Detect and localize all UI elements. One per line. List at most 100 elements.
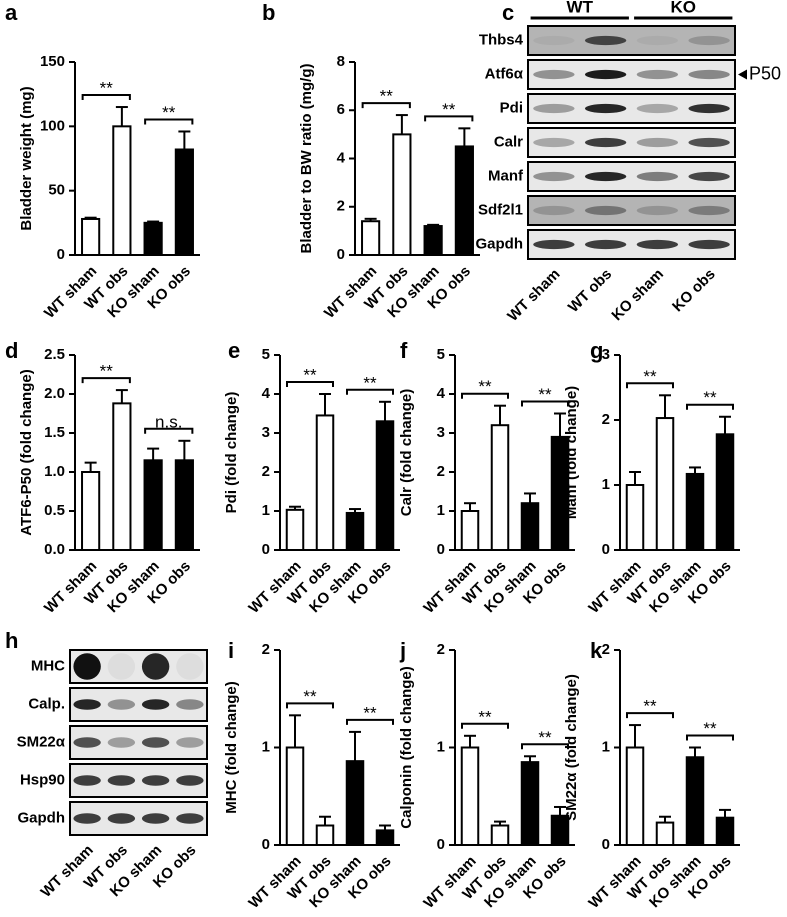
- y-tick-label: 1: [437, 738, 445, 755]
- significance-label: **: [538, 728, 552, 747]
- blot-band: [533, 239, 575, 250]
- blot-band: [73, 813, 101, 824]
- blot-band: [636, 103, 679, 114]
- bar: [315, 414, 335, 552]
- significance-bracket: [686, 403, 734, 410]
- y-tick-label: 5: [262, 346, 270, 363]
- blot-band: [688, 69, 730, 80]
- significance-bracket: [144, 118, 194, 125]
- blot-band: [636, 171, 679, 182]
- significance-label: n.s.: [155, 412, 182, 431]
- blot-band: [533, 69, 575, 80]
- blot-band: [584, 171, 627, 182]
- blot-band: [107, 775, 136, 786]
- blot-row-label: Manf: [488, 167, 524, 184]
- bar: [490, 424, 510, 552]
- blot-band: [688, 171, 730, 182]
- significance-bracket: [81, 94, 131, 101]
- x-tick-label: WT obs: [565, 266, 615, 316]
- y-tick-label: 1: [262, 738, 270, 755]
- y-axis-label: Pdi (fold change): [223, 392, 240, 514]
- y-tick-label: 3: [437, 424, 445, 441]
- blot-band: [584, 103, 627, 114]
- panel-letter: c: [502, 0, 514, 25]
- y-tick-label: 1.5: [44, 424, 65, 441]
- blot-band: [141, 775, 170, 786]
- y-tick-label: 100: [40, 117, 65, 134]
- bar: [454, 145, 474, 256]
- y-tick-label: 0: [602, 836, 610, 853]
- bar: [174, 148, 194, 256]
- y-tick-label: 2: [602, 411, 610, 428]
- blot-band: [176, 737, 204, 748]
- bar: [143, 459, 163, 551]
- bar: [375, 420, 395, 551]
- bar: [315, 824, 335, 846]
- panel-letter: j: [399, 638, 406, 663]
- y-axis-label: Manf (fold change): [563, 386, 580, 519]
- significance-bracket: [144, 427, 194, 434]
- bar: [625, 746, 645, 846]
- blot-row: [527, 59, 736, 90]
- y-tick-label: 2.0: [44, 385, 65, 402]
- y-axis-label: ATF6-P50 (fold change): [18, 369, 35, 535]
- bar: [715, 816, 735, 847]
- blot-band: [688, 137, 730, 148]
- significance-label: **: [303, 687, 317, 706]
- y-tick-label: 4: [337, 149, 346, 166]
- y-tick-label: 0: [437, 836, 445, 853]
- blot-band: [533, 137, 575, 148]
- marker-arrow: [738, 69, 747, 80]
- blot-band: [107, 737, 136, 748]
- y-axis-label: Calponin (fold change): [398, 666, 415, 829]
- y-tick-label: 1: [262, 502, 270, 519]
- significance-label: **: [538, 385, 552, 404]
- y-tick-label: 2: [602, 641, 610, 658]
- y-tick-label: 3: [602, 346, 610, 363]
- y-axis-label: Calr (fold change): [398, 389, 415, 517]
- y-tick-label: 0: [262, 836, 270, 853]
- bar: [143, 221, 163, 256]
- y-tick-label: 4: [437, 385, 446, 402]
- blot-band: [584, 137, 627, 148]
- blot-band: [584, 239, 627, 250]
- panel-letter: d: [5, 338, 18, 363]
- y-tick-label: 4: [262, 385, 271, 402]
- blot-row-label: Gapdh: [476, 235, 524, 252]
- bar: [112, 402, 132, 551]
- blot-band: [73, 699, 101, 710]
- blot-band: [107, 653, 136, 680]
- y-tick-label: 6: [337, 101, 345, 118]
- blot-band: [107, 813, 136, 824]
- x-tick-label: KO obs: [669, 266, 719, 316]
- panel-letter: g: [590, 338, 603, 363]
- y-tick-label: 0: [602, 541, 610, 558]
- significance-label: **: [703, 719, 717, 738]
- significance-bracket: [521, 743, 569, 750]
- y-tick-label: 50: [48, 182, 65, 199]
- bar: [423, 225, 443, 257]
- panel-letter: a: [5, 0, 18, 25]
- y-tick-label: 0.0: [44, 541, 65, 558]
- blot-band: [141, 699, 170, 710]
- bar: [112, 125, 132, 257]
- blot-row: [527, 195, 736, 226]
- blot-row-label: Pdi: [500, 99, 523, 116]
- blot-band: [141, 737, 170, 748]
- y-tick-label: 2: [437, 641, 445, 658]
- bar: [375, 829, 395, 846]
- significance-bracket: [521, 400, 569, 407]
- y-tick-label: 150: [40, 53, 65, 70]
- y-tick-label: 0: [437, 541, 445, 558]
- significance-label: **: [442, 100, 456, 119]
- x-tick-label: WT sham: [38, 842, 97, 901]
- significance-bracket: [626, 382, 674, 389]
- bar: [490, 824, 510, 846]
- bar: [520, 502, 540, 552]
- blot-row-label: SM22α: [17, 733, 66, 750]
- y-tick-label: 2: [437, 463, 445, 480]
- y-tick-label: 0: [57, 246, 65, 263]
- blot-row-label: MHC: [31, 657, 65, 674]
- bar: [174, 459, 194, 551]
